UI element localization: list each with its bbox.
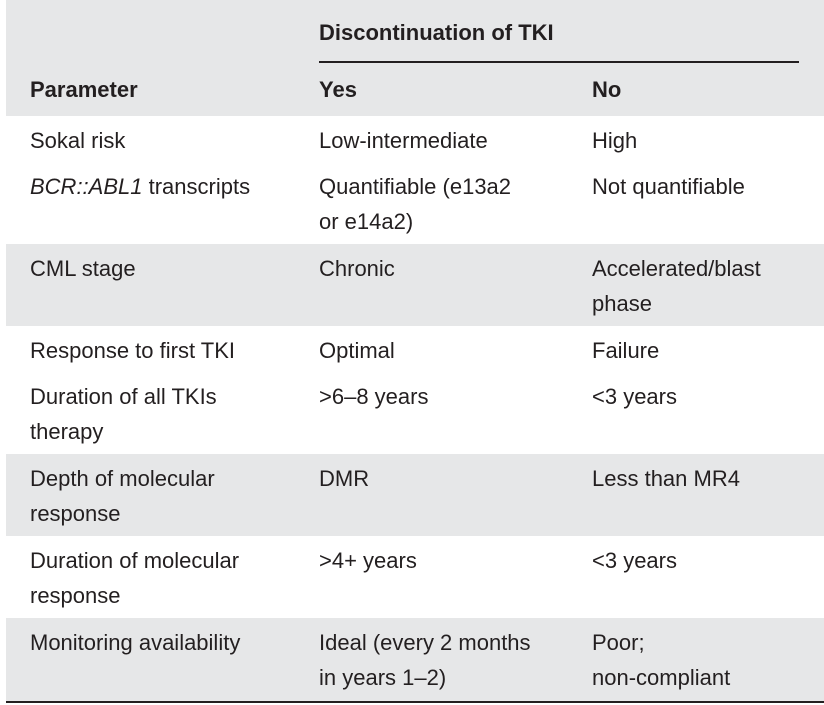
cell-no: <3 years — [592, 548, 677, 573]
tki-discontinuation-table: Discontinuation of TKI Parameter Yes No … — [6, 0, 824, 703]
cell-no: High — [592, 128, 638, 153]
table-row-transcripts: BCR::ABL1 transcripts Quantifiable (e13a… — [6, 162, 824, 244]
cell-no: <3 years — [592, 384, 677, 409]
cell-yes: Low-intermediate — [319, 128, 488, 153]
header-discontinuation-group: Discontinuation of TKI — [319, 20, 554, 45]
header-yes: Yes — [319, 77, 357, 102]
cell-parameter: BCR::ABL1 transcripts — [30, 169, 310, 204]
cell-no: Failure — [592, 338, 660, 363]
cell-yes: Ideal (every 2 months in years 1–2) — [319, 630, 531, 690]
cell-parameter: Duration of molecular response — [30, 548, 240, 608]
table-row-duration-tki: Duration of all TKIs therapy >6–8 years … — [6, 372, 824, 454]
header-group-rule — [319, 61, 799, 63]
gene-name: BCR::ABL1 — [30, 174, 143, 199]
cell-yes: Chronic — [319, 256, 395, 281]
cell-yes: >6–8 years — [319, 384, 429, 409]
header-parameter: Parameter — [30, 77, 138, 102]
cell-parameter: Monitoring availability — [30, 630, 241, 655]
cell-yes: Optimal — [319, 338, 395, 363]
cell-parameter: Response to first TKI — [30, 338, 236, 363]
parameter-suffix: transcripts — [142, 174, 251, 199]
table-row-sokal: Sokal risk Low-intermediate High — [6, 116, 824, 162]
table-header: Discontinuation of TKI Parameter Yes No — [6, 0, 824, 116]
table-row-depth: Depth of molecular response DMR Less tha… — [6, 454, 824, 536]
cell-parameter: Sokal risk — [30, 128, 126, 153]
header-no: No — [592, 77, 622, 102]
cell-parameter: Depth of molecular response — [30, 466, 215, 526]
cell-parameter: CML stage — [30, 256, 136, 281]
cell-no: Not quantifiable — [592, 174, 745, 199]
table-row-cml-stage: CML stage Chronic Accelerated/blast phas… — [6, 244, 824, 326]
cell-parameter: Duration of all TKIs therapy — [30, 384, 217, 444]
table-row-response: Response to first TKI Optimal Failure — [6, 326, 824, 372]
table-bottom-rule — [6, 701, 824, 703]
cell-no: Accelerated/blast phase — [592, 256, 761, 316]
cell-yes: DMR — [319, 466, 370, 491]
cell-no: Poor; non-compliant — [592, 630, 731, 690]
cell-yes: Quantifiable (e13a2 or e14a2) — [319, 174, 512, 234]
table-row-monitoring: Monitoring availability Ideal (every 2 m… — [6, 618, 824, 701]
cell-yes: >4+ years — [319, 548, 417, 573]
table-row-duration-response: Duration of molecular response >4+ years… — [6, 536, 824, 618]
cell-no: Less than MR4 — [592, 466, 740, 491]
